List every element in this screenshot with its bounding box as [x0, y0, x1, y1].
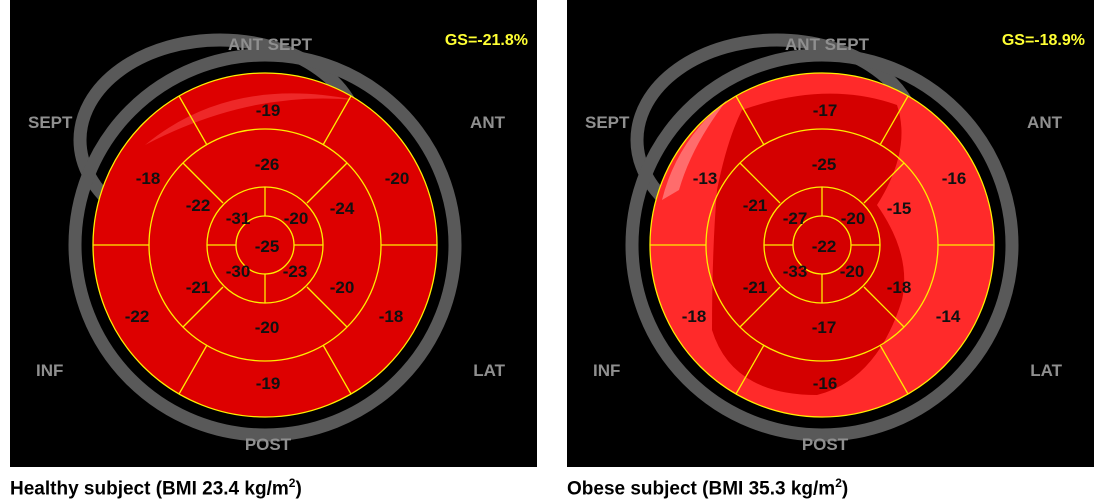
caption-text: Healthy subject (BMI 23.4 kg/m — [10, 478, 289, 500]
bullseye-panel-healthy: ANT SEPT SEPT ANT INF LAT POST GS=-21.8%… — [10, 0, 537, 500]
segment-1-value: -17 — [813, 101, 838, 120]
segment-3-value: -14 — [936, 307, 961, 326]
segment-values: -19 -20 -18 -19 -22 -18 -26 -24 -20 -20 … — [125, 101, 410, 393]
segment-8-value: -15 — [887, 199, 912, 218]
caption-superscript: 2 — [835, 476, 842, 490]
segment-10-value: -20 — [255, 318, 280, 337]
segment-9-value: -18 — [887, 278, 912, 297]
bullseye-plot-obese: ANT SEPT SEPT ANT INF LAT POST GS=-18.9%… — [567, 0, 1094, 467]
segment-17-value: -25 — [255, 237, 280, 256]
bullseye-disc — [93, 73, 437, 417]
segment-16-value: -31 — [226, 209, 251, 228]
label-inf: INF — [593, 361, 620, 380]
segment-2-value: -16 — [942, 169, 967, 188]
label-lat: LAT — [1030, 361, 1062, 380]
bullseye-plot-healthy: ANT SEPT SEPT ANT INF LAT POST GS=-21.8%… — [10, 0, 537, 467]
segment-7-value: -25 — [812, 155, 837, 174]
segment-12-value: -22 — [186, 196, 211, 215]
bullseye-panel-obese: ANT SEPT SEPT ANT INF LAT POST GS=-18.9%… — [567, 0, 1094, 500]
segment-13-value: -20 — [284, 209, 309, 228]
global-strain-value: GS=-21.8% — [445, 32, 528, 49]
segment-5-value: -22 — [125, 307, 150, 326]
segment-4-value: -16 — [813, 374, 838, 393]
segment-6-value: -13 — [693, 169, 718, 188]
segment-12-value: -21 — [743, 196, 768, 215]
label-ant: ANT — [470, 113, 506, 132]
label-ant-sept: ANT SEPT — [228, 35, 313, 54]
global-strain-value: GS=-18.9% — [1002, 32, 1085, 49]
segment-13-value: -20 — [841, 209, 866, 228]
caption-end: ) — [841, 478, 849, 500]
segment-17-value: -22 — [812, 237, 837, 256]
label-post: POST — [802, 435, 849, 454]
segment-14-value: -20 — [840, 262, 865, 281]
label-sept: SEPT — [28, 113, 73, 132]
segment-4-value: -19 — [256, 374, 281, 393]
ring-shadow-main — [68, 48, 462, 442]
highlight-patch — [662, 100, 727, 200]
panel-caption-obese: Obese subject (BMI 35.3 kg/m2) — [567, 472, 848, 500]
label-lat: LAT — [473, 361, 505, 380]
segment-7-value: -26 — [255, 155, 280, 174]
segment-2-value: -20 — [385, 169, 410, 188]
caption-superscript: 2 — [288, 476, 296, 490]
segment-11-value: -21 — [186, 278, 211, 297]
caption-end: ) — [295, 478, 302, 500]
segment-14-value: -23 — [283, 262, 308, 281]
segment-values: -17 -16 -14 -16 -18 -13 -25 -15 -18 -17 … — [682, 101, 967, 393]
caption-text: Obese subject (BMI 35.3 kg/m — [567, 478, 836, 500]
label-post: POST — [245, 435, 292, 454]
segment-9-value: -20 — [330, 278, 355, 297]
segment-3-value: -18 — [379, 307, 404, 326]
segment-10-value: -17 — [812, 318, 837, 337]
segment-16-value: -27 — [783, 209, 808, 228]
segment-15-value: -30 — [226, 262, 251, 281]
label-inf: INF — [36, 361, 63, 380]
segment-grid — [92, 72, 438, 418]
panel-caption-healthy: Healthy subject (BMI 23.4 kg/m2) — [10, 472, 302, 500]
segment-11-value: -21 — [743, 278, 768, 297]
highlight-patch — [145, 93, 355, 145]
label-ant-sept: ANT SEPT — [785, 35, 870, 54]
segment-6-value: -18 — [136, 169, 161, 188]
segment-8-value: -24 — [330, 199, 355, 218]
segment-grid — [649, 72, 995, 418]
label-ant: ANT — [1027, 113, 1063, 132]
reduced-strain-zone — [712, 93, 905, 396]
segment-15-value: -33 — [783, 262, 808, 281]
segment-5-value: -18 — [682, 307, 707, 326]
label-sept: SEPT — [585, 113, 630, 132]
ring-shadow-main — [625, 48, 1019, 442]
segment-1-value: -19 — [256, 101, 281, 120]
